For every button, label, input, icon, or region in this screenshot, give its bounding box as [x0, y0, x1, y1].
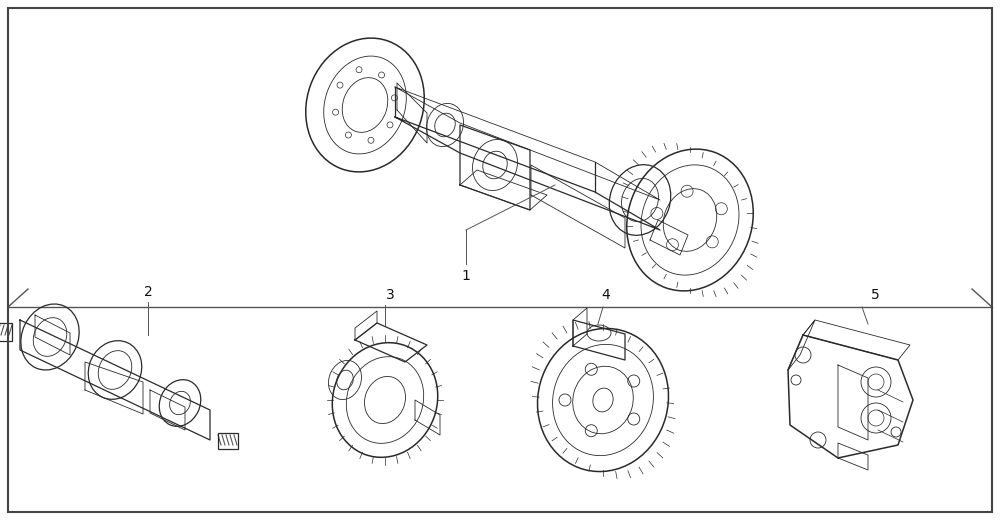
Text: 3: 3 [386, 288, 394, 302]
Text: 1: 1 [462, 269, 470, 283]
Text: 2: 2 [144, 285, 152, 299]
Text: 5: 5 [871, 288, 879, 302]
Bar [218, 433, 238, 449]
Text: 4: 4 [602, 288, 610, 302]
Bar [0, 323, 12, 341]
